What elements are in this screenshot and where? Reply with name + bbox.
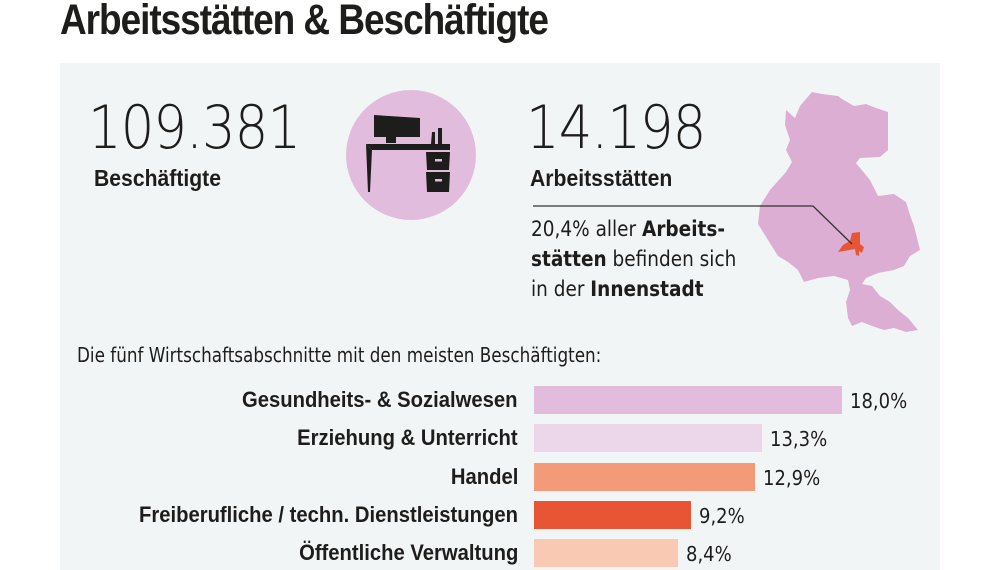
office-desk-icon: [346, 90, 476, 220]
note-line-2: stätten befinden sich: [531, 244, 760, 274]
note-emphasis: stätten: [531, 247, 607, 271]
workplaces-label: Arbeitsstätten: [530, 165, 673, 191]
bar-category-label: Freiberufliche / techn. Dienstleistungen: [138, 502, 518, 527]
note-text: befinden sich: [606, 247, 737, 271]
bar: [534, 539, 678, 567]
desk-leg-shape: [366, 144, 372, 192]
note-line-1: 20,4% aller Arbeits-: [531, 214, 760, 244]
bar: [534, 501, 691, 529]
bar: [534, 424, 762, 452]
bar-category-label: Erziehung & Unterricht: [297, 425, 518, 450]
employees-count: 109.381: [88, 93, 301, 163]
bar-category-label: Gesundheits- & Sozialwesen: [242, 387, 518, 412]
bar-category-label: Handel: [450, 464, 518, 489]
monitor-icon: [374, 115, 420, 143]
note-text: in der: [531, 277, 591, 301]
innenstadt-note: 20,4% aller Arbeits- stätten befinden si…: [531, 214, 760, 304]
chart-title: Die fünf Wirtschaftsabschnitte mit den m…: [77, 343, 602, 367]
bar-value-label: 13,3%: [770, 427, 828, 451]
bar: [534, 463, 755, 491]
employees-label: Beschäftigte: [94, 165, 222, 191]
note-line-3: in der Innenstadt: [531, 274, 760, 304]
pen-icon: [438, 128, 442, 144]
drawer-handle: [435, 159, 442, 162]
workplaces-count: 14.198: [526, 93, 706, 163]
bar-value-label: 9,2%: [699, 504, 745, 528]
note-emphasis: Arbeits-: [642, 217, 726, 241]
bar-category-label: Öffentliche Verwaltung: [298, 540, 518, 565]
bar-value-label: 18,0%: [850, 389, 908, 413]
desk-icon-graphic: [366, 115, 450, 192]
bar-value-label: 12,9%: [763, 466, 821, 490]
pen-icon: [431, 132, 435, 144]
desk-top-shape: [366, 144, 450, 150]
note-emphasis: Innenstadt: [590, 277, 704, 301]
bar: [534, 386, 842, 414]
bar-value-label: 8,4%: [686, 542, 732, 566]
page-title: Arbeitsstätten & Beschäftigte: [60, 0, 549, 44]
note-text: 20,4% aller: [531, 217, 643, 241]
drawer-shape: [426, 172, 450, 192]
drawer-handle: [435, 179, 442, 182]
